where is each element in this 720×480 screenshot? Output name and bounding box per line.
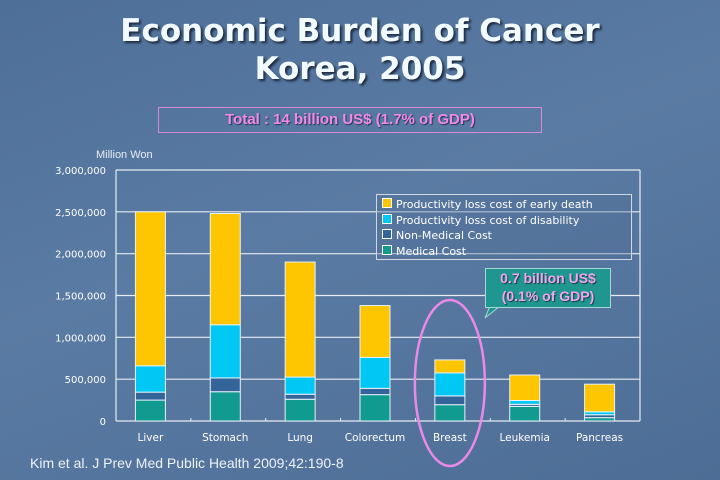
bar-segment-liver-productivity-loss-cost-of-early-death [134,211,166,367]
bar-segment-lung-medical-cost [284,398,316,422]
bar-segment-stomach-medical-cost [209,391,241,422]
bar-segment-breast-productivity-loss-cost-of-disability [434,372,466,397]
bar-segment-lung-non-medical-cost [284,393,316,400]
bar-segment-pancreas-medical-cost [584,417,616,422]
bar-segment-pancreas-productivity-loss-cost-of-early-death [584,383,616,413]
y-tick-label: 500,000 [65,375,106,386]
y-tick-label: 3,000,000 [55,166,106,177]
citation: Kim et al. J Prev Med Public Health 2009… [30,455,344,471]
legend-item: Productivity loss cost of disability [382,213,631,229]
bar-segment-colorectum-medical-cost [359,394,391,422]
title-line-1: Economic Burden of Cancer [120,13,600,49]
legend-swatch [382,198,392,208]
y-tick-label: 1,000,000 [55,333,106,344]
callout-line-1: 0.7 billion US$ [500,270,596,286]
legend-label: Non-Medical Cost [396,229,492,242]
slide-title: Economic Burden of Cancer Korea, 2005 [0,12,720,88]
breast-callout: 0.7 billion US$ (0.1% of GDP) [485,268,611,308]
bar-segment-colorectum-productivity-loss-cost-of-early-death [359,305,391,358]
bar-segment-stomach-productivity-loss-cost-of-disability [209,324,241,379]
total-box: Total : 14 billion US$ (1.7% of GDP) [158,107,542,133]
bar-segment-liver-productivity-loss-cost-of-disability [134,365,166,393]
bar-segment-colorectum-non-medical-cost [359,387,391,396]
bar-segment-lung-productivity-loss-cost-of-disability [284,376,316,395]
y-tick-label: 2,500,000 [55,208,106,219]
legend-item: Medical Cost [382,244,631,260]
legend-item: Non-Medical Cost [382,228,631,244]
bar-segment-colorectum-productivity-loss-cost-of-disability [359,356,391,389]
bar-segment-leukemia-medical-cost [509,405,541,422]
bar-segment-stomach-non-medical-cost [209,377,241,393]
legend-swatch [382,213,392,224]
x-tick-label: Leukemia [499,432,550,444]
y-tick-label: 2,000,000 [55,250,106,261]
legend-swatch [382,229,392,239]
x-tick-label: Colorectum [345,432,405,444]
legend-item: Productivity loss cost of early death [382,197,631,213]
x-tick-label: Pancreas [576,432,623,444]
callout-line-2: (0.1% of GDP) [501,288,595,304]
bar-segment-breast-productivity-loss-cost-of-early-death [434,359,466,374]
bar-segment-breast-medical-cost [434,404,466,422]
x-tick-label: Lung [287,432,313,444]
bar-segment-leukemia-productivity-loss-cost-of-early-death [509,374,541,402]
bar-segment-leukemia-productivity-loss-cost-of-disability [509,400,541,405]
highlight-ellipse [413,298,487,468]
y-tick-label: 1,500,000 [55,292,106,303]
x-tick-label: Liver [138,432,164,444]
y-axis-unit-label: Million Won [96,149,153,161]
legend-swatch [382,244,392,255]
chart-legend: Productivity loss cost of early death Pro… [376,194,632,260]
legend-label: Medical Cost [396,244,467,258]
title-line-2: Korea, 2005 [254,51,466,87]
x-tick-label: Breast [433,432,467,444]
bar-segment-lung-productivity-loss-cost-of-early-death [284,261,316,378]
legend-label: Productivity loss cost of disability [396,213,580,227]
bar-segment-breast-non-medical-cost [434,395,466,406]
bar-segment-stomach-productivity-loss-cost-of-early-death [209,213,241,326]
legend-label: Productivity loss cost of early death [396,198,593,211]
y-tick-label: 0 [100,417,106,428]
bar-segment-liver-non-medical-cost [134,391,166,401]
x-tick-label: Stomach [202,432,248,444]
bar-segment-liver-medical-cost [134,399,166,422]
